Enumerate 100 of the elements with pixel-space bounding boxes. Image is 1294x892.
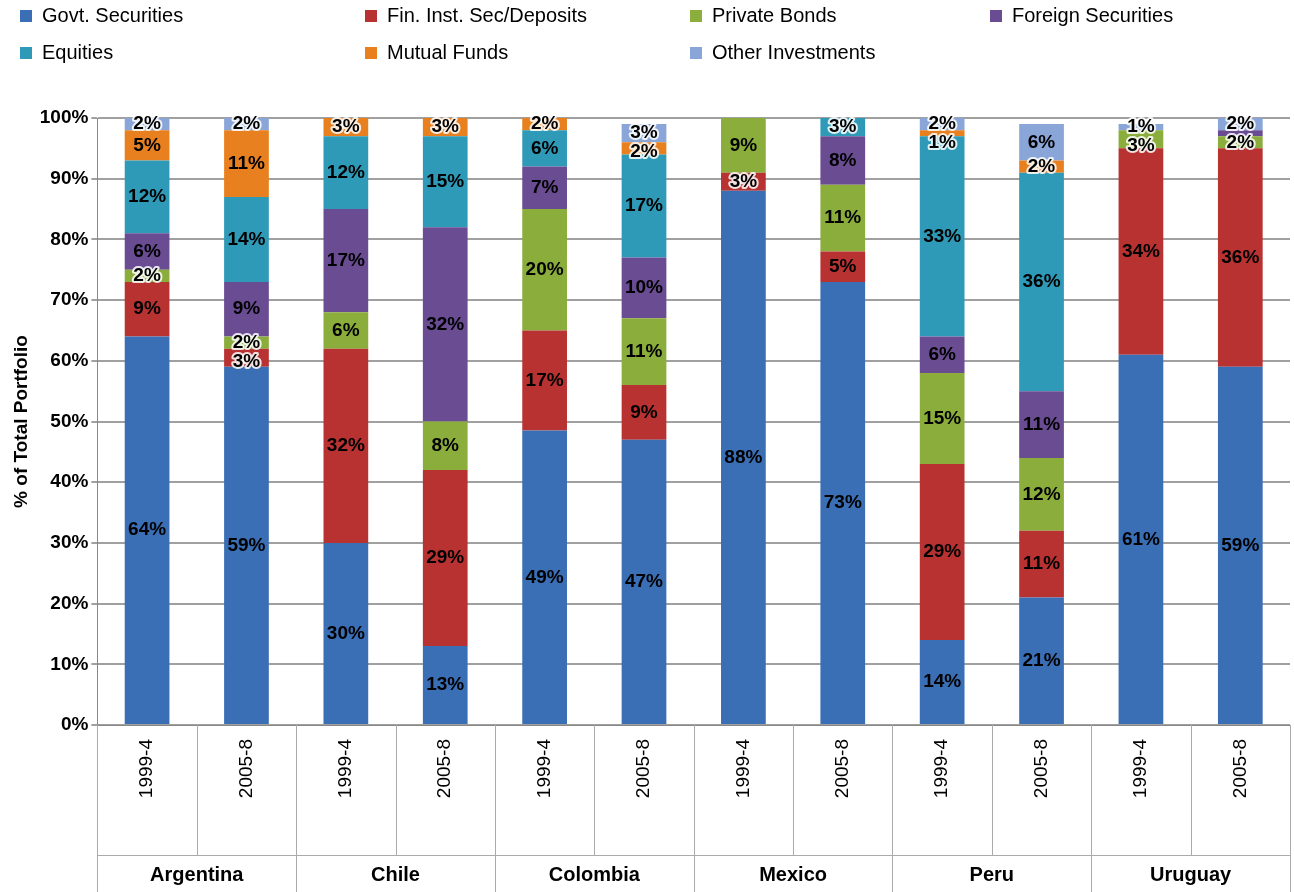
data-label: 6%	[530, 136, 559, 158]
bar	[522, 209, 567, 331]
bar	[919, 136, 965, 337]
data-label: 6%	[1027, 130, 1056, 152]
x-tick-label: 1999-4	[1129, 738, 1151, 799]
data-label: 29%	[923, 540, 962, 562]
text: Peru	[969, 862, 1015, 885]
bar	[721, 118, 766, 173]
data-label: 11%	[1023, 412, 1061, 434]
data-label: 2%	[530, 112, 559, 134]
text: Chile	[371, 862, 420, 885]
y-tick-label: 100%	[39, 106, 89, 128]
data-label: 2%	[1226, 112, 1255, 134]
bar	[323, 542, 369, 724]
data-label: 32%	[426, 312, 465, 334]
data-label: 2%	[1226, 131, 1255, 153]
bar	[1019, 172, 1064, 392]
x-tick-label: 2005-8	[433, 739, 455, 799]
legend-label: Foreign Securities	[1012, 4, 1174, 27]
y-axis-title: % of Total Portfolio	[9, 335, 31, 508]
data-label: 34%	[1121, 239, 1161, 261]
y-tick-label: 0%	[60, 713, 89, 735]
bar	[422, 136, 468, 228]
data-label: 36%	[1221, 245, 1260, 267]
data-label: 73%	[823, 491, 862, 513]
x-tick-label: 1999-4	[532, 738, 554, 799]
data-label: 32%	[326, 434, 365, 456]
data-label: 59%	[227, 533, 266, 555]
data-label: 3%	[829, 115, 857, 137]
data-label: 15%	[426, 169, 465, 191]
data-label: 11%	[625, 339, 663, 361]
bar	[919, 372, 965, 464]
data-label: 17%	[326, 248, 365, 270]
data-label: 2%	[928, 112, 956, 134]
bar	[820, 184, 866, 252]
data-label: 2%	[133, 264, 161, 286]
bar	[224, 366, 269, 724]
bar	[1019, 391, 1064, 458]
y-tick-label: 40%	[50, 470, 89, 492]
y-tick-label: 60%	[50, 349, 89, 371]
x-tick-label: 2005-8	[1228, 739, 1250, 799]
x-tick-label: 2005-8	[632, 739, 654, 799]
text: Uruguay	[1150, 862, 1233, 885]
data-label: 17%	[624, 194, 664, 216]
data-label: 3%	[232, 349, 261, 371]
data-label: 2%	[232, 330, 261, 352]
data-label: 17%	[525, 368, 564, 390]
bar	[1019, 457, 1064, 531]
data-label: 36%	[1022, 270, 1061, 292]
bar	[820, 281, 866, 724]
data-label: 29%	[426, 546, 465, 568]
data-label: 21%	[1022, 649, 1061, 670]
y-tick-label: 30%	[50, 531, 89, 553]
bar	[323, 209, 369, 313]
bar	[522, 430, 567, 724]
data-label: 5%	[829, 254, 857, 276]
data-label: 88%	[724, 445, 763, 467]
bar	[323, 136, 369, 210]
data-label: 1%	[928, 131, 956, 153]
data-label: 6%	[133, 239, 161, 261]
data-label: 8%	[829, 148, 857, 170]
data-label: 11%	[227, 151, 266, 173]
text: Colombia	[548, 862, 641, 885]
data-label: 59%	[1221, 533, 1260, 555]
data-label: 14%	[227, 227, 266, 249]
data-label: 3%	[729, 169, 758, 191]
bar	[522, 330, 567, 431]
legend-label: Other Investments	[712, 41, 876, 64]
data-label: 14%	[923, 670, 962, 692]
data-label: 10%	[624, 276, 664, 298]
data-label: 12%	[1022, 482, 1061, 504]
legend-label: Private Bonds	[712, 4, 837, 27]
bar	[124, 336, 170, 724]
data-label: 3%	[332, 115, 360, 137]
data-label: 9%	[133, 297, 161, 319]
data-label: 12%	[326, 160, 365, 182]
data-label: 2%	[1027, 154, 1056, 176]
data-label: 12%	[128, 185, 167, 207]
data-label: 3%	[630, 121, 658, 143]
bar	[422, 227, 468, 422]
data-label: 13%	[426, 673, 465, 695]
data-label: 9%	[729, 133, 758, 155]
bar	[1217, 366, 1263, 724]
bar	[224, 130, 269, 197]
bar	[323, 348, 369, 543]
data-label: 8%	[431, 434, 460, 456]
legend-label: Fin. Inst. Sec/Deposits	[387, 4, 588, 27]
x-tick-label: 1999-4	[334, 738, 356, 799]
data-label: 49%	[525, 565, 564, 587]
data-label: 7%	[530, 176, 559, 198]
data-label: 6%	[928, 342, 956, 364]
y-tick-label: 90%	[50, 166, 89, 188]
data-label: 47%	[624, 570, 664, 592]
legend-label: Govt. Securities	[42, 4, 184, 27]
data-label: 11%	[824, 206, 862, 228]
data-label: 11%	[1023, 552, 1061, 574]
data-label: 30%	[326, 621, 365, 643]
data-label: 5%	[133, 133, 161, 155]
y-tick-label: 70%	[50, 288, 89, 310]
data-label: 9%	[630, 400, 658, 422]
